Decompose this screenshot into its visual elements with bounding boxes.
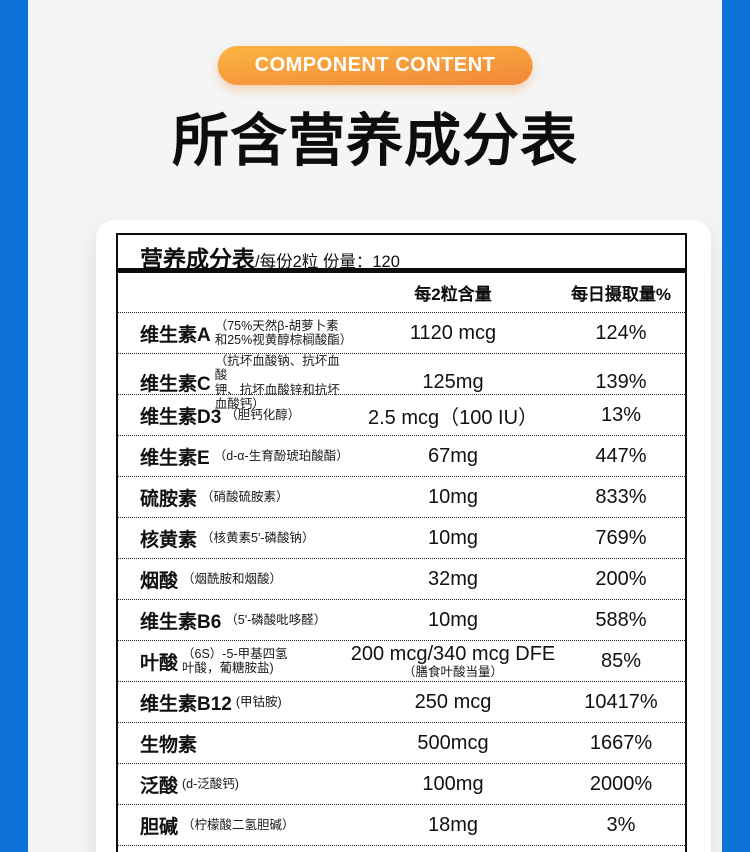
nutrient-name: 烟酸	[140, 570, 179, 592]
nutrient-name: 泛酸	[140, 775, 179, 797]
nutrient-note: (d-泛酸钙)	[182, 776, 239, 791]
nutrient-daily-value: 588%	[595, 608, 647, 631]
table-row: 硫胺素 （硝酸硫胺素） 10mg 833%	[118, 477, 685, 518]
table-row: 维生素D3 （胆钙化醇） 2.5 mcg（100 IU） 13%	[118, 395, 685, 436]
table-row: 生物素 500mcg 1667%	[118, 723, 685, 764]
nutrient-daily-value: 3%	[606, 813, 636, 836]
table-row: 泛酸 (d-泛酸钙) 100mg 2000%	[118, 764, 685, 805]
nutrient-note: （75%天然β-胡萝卜素 和25%视黄醇棕榈酸酯）	[214, 318, 353, 347]
column-header-daily: 每日摄取量%	[570, 285, 672, 304]
nutrient-note: （硝酸硫胺素）	[201, 489, 289, 504]
nutrient-note: (甲钴胺)	[235, 694, 282, 709]
nutrient-amount: 10mg	[427, 608, 479, 631]
table-row: 核黄素 （核黄素5'-磷酸钠） 10mg 769%	[118, 518, 685, 559]
content-panel: COMPONENT CONTENT 所含营养成分表 营养成分表/每份2粒 份量：…	[28, 0, 722, 852]
table-row: 维生素A （75%天然β-胡萝卜素 和25%视黄醇棕榈酸酯） 1120 mcg …	[118, 313, 685, 354]
table-title: 营养成分表	[140, 246, 255, 272]
table-row: 维生素E （d-α-生育酚琥珀酸酯） 67mg 447%	[118, 436, 685, 477]
nutrient-amount: 10mg	[427, 526, 479, 549]
page-title: 所含营养成分表	[172, 109, 578, 173]
nutrient-note: （抗坏血酸钠、抗坏血酸 钾、抗坏血酸锌和抗坏血酸钙）	[214, 354, 340, 412]
nutrient-name: 胆碱	[140, 816, 179, 838]
nutrient-name: 生物素	[140, 734, 198, 756]
nutrient-daily-value: 13%	[600, 403, 642, 426]
table-row: 胆碱 （柠檬酸二氢胆碱） 18mg 3%	[118, 805, 685, 846]
nutrient-amount: 1120 mcg	[409, 321, 497, 344]
table-subtitle: /每份2粒 份量：120	[255, 253, 400, 271]
table-row: 维生素C （抗坏血酸钠、抗坏血酸 钾、抗坏血酸锌和抗坏血酸钙） 125mg 13…	[118, 354, 685, 411]
nutrient-note: （烟酰胺和烟酸）	[182, 571, 283, 586]
table-row: 维生素B12 (甲钴胺) 250 mcg 10417%	[118, 682, 685, 723]
nutrient-note: （5'-磷酸吡哆醛）	[225, 612, 327, 627]
nutrient-note: （6S）-5-甲基四氢 叶酸，葡糖胺盐)	[182, 646, 288, 675]
table-row: 烟酸 （烟酰胺和烟酸） 32mg 200%	[118, 559, 685, 600]
section-badge-label: COMPONENT CONTENT	[254, 54, 496, 76]
nutrition-card: 营养成分表/每份2粒 份量：120 每2粒含量 每日摄取量% 维生素A （75%…	[96, 220, 711, 852]
nutrient-daily-value: 1667%	[589, 731, 653, 754]
nutrient-daily-value: 139%	[595, 371, 647, 394]
nutrient-amount: 200 mcg/340 mcg DFE	[350, 642, 556, 665]
nutrient-name: 叶酸	[140, 652, 179, 674]
table-body: 维生素A （75%天然β-胡萝卜素 和25%视黄醇棕榈酸酯） 1120 mcg …	[118, 313, 685, 846]
nutrient-amount: 100mg	[422, 772, 484, 795]
nutrient-note: （胆钙化醇）	[225, 407, 301, 422]
nutrient-daily-value: 833%	[595, 485, 647, 508]
nutrient-daily-value: 85%	[600, 649, 642, 672]
nutrient-note: （柠檬酸二氢胆碱）	[182, 817, 295, 832]
nutrient-daily-value: 200%	[595, 567, 647, 590]
nutrient-amount: 2.5 mcg（100 IU）	[367, 406, 539, 429]
nutrient-daily-value: 769%	[595, 526, 647, 549]
nutrient-name: 维生素D3	[140, 406, 222, 428]
nutrient-daily-value: 10417%	[584, 690, 658, 713]
nutrient-daily-value: 124%	[595, 321, 647, 344]
nutrient-amount: 18mg	[427, 813, 479, 836]
nutrition-table: 营养成分表/每份2粒 份量：120 每2粒含量 每日摄取量% 维生素A （75%…	[116, 233, 687, 852]
nutrient-note: （核黄素5'-磷酸钠）	[201, 530, 315, 545]
section-badge: COMPONENT CONTENT	[217, 46, 533, 85]
nutrient-daily-value: 447%	[595, 444, 647, 467]
nutrient-name: 维生素B6	[140, 611, 222, 633]
nutrient-amount: 10mg	[427, 485, 479, 508]
column-header-amount: 每2粒含量	[414, 285, 492, 304]
nutrient-amount: 67mg	[427, 444, 479, 467]
nutrient-name: 硫胺素	[140, 488, 198, 510]
nutrient-amount: 125mg	[422, 371, 484, 394]
nutrient-amount: 32mg	[427, 567, 479, 590]
nutrient-name: 维生素E	[140, 447, 210, 469]
nutrient-amount: 500mcg	[417, 731, 489, 754]
table-row: 叶酸 （6S）-5-甲基四氢 叶酸，葡糖胺盐) 200 mcg/340 mcg …	[118, 641, 685, 682]
table-row: 维生素B6 （5'-磷酸吡哆醛） 10mg 588%	[118, 600, 685, 641]
nutrient-amount: 250 mcg	[414, 690, 492, 713]
nutrient-name: 维生素A	[140, 324, 211, 346]
table-title-row: 营养成分表/每份2粒 份量：120	[118, 235, 685, 273]
nutrient-note: （d-α-生育酚琥珀酸酯）	[213, 448, 349, 463]
nutrient-name: 维生素B12	[140, 693, 232, 715]
nutrient-name: 维生素C	[140, 374, 211, 396]
table-header-row: 每2粒含量 每日摄取量%	[118, 273, 685, 313]
nutrient-amount-note: （膳食叶酸当量）	[402, 664, 503, 679]
nutrient-daily-value: 2000%	[589, 772, 653, 795]
nutrient-name: 核黄素	[140, 529, 198, 551]
